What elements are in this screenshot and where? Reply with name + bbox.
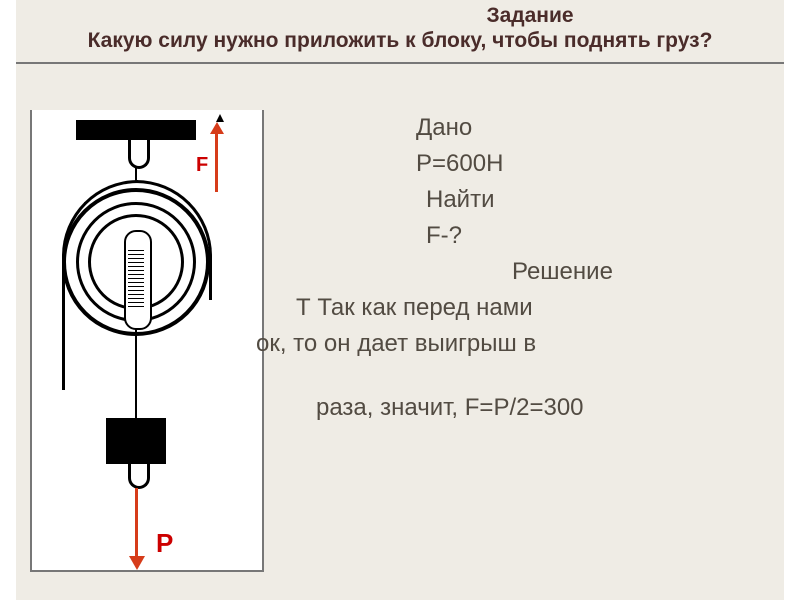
force-f-arrow-head-icon <box>210 122 224 134</box>
slide: Задание Какую силу нужно приложить к бло… <box>16 0 784 600</box>
top-hook <box>128 140 150 169</box>
ceiling-mount <box>76 120 196 140</box>
solution-label: Решение <box>512 254 776 290</box>
question-text: Какую силу нужно приложить к блоку, чтоб… <box>16 28 784 62</box>
force-p-arrow-head-icon <box>129 556 145 570</box>
solution-line-2: ок, то он дает выигрыш в <box>256 326 776 362</box>
force-p-arrow-line <box>135 488 138 558</box>
header: Задание Какую силу нужно приложить к бло… <box>16 0 784 62</box>
weight-block <box>106 418 166 464</box>
solution-line-3: раза, значит, F=P/2=300 <box>316 390 776 426</box>
divider <box>16 62 784 64</box>
f-tick-icon <box>216 114 224 122</box>
solution-text: Дано P=600Н Найти F-? Решение Т Так как … <box>276 110 776 426</box>
task-label: Задание <box>276 4 784 28</box>
find-label: Найти <box>426 182 776 218</box>
scale-connector <box>135 328 137 418</box>
content-area: F P Дано P=600Н Найти F-? Решение Т Так … <box>16 110 784 600</box>
given-label: Дано <box>416 110 776 146</box>
given-value: P=600Н <box>416 146 776 182</box>
spring-scale-marks <box>128 250 144 310</box>
force-f-label: F <box>196 154 208 177</box>
bottom-hook <box>128 464 150 489</box>
solution-line-1: Т Так как перед нами <box>296 290 776 326</box>
find-value: F-? <box>426 218 776 254</box>
force-p-label: P <box>156 528 173 559</box>
force-f-arrow-line <box>215 132 218 192</box>
pulley-diagram: F P <box>30 110 264 572</box>
